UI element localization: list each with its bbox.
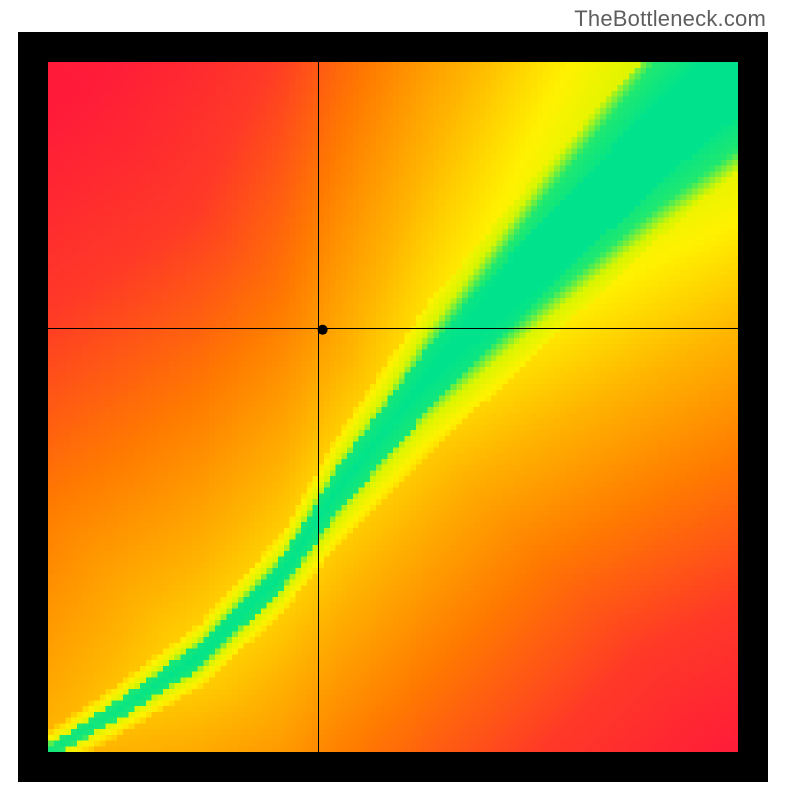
marker-canvas	[48, 62, 738, 752]
watermark-text: TheBottleneck.com	[574, 6, 766, 32]
heatmap-plot	[48, 62, 738, 752]
plot-outer-border	[18, 32, 768, 782]
figure-root: TheBottleneck.com	[0, 0, 800, 800]
